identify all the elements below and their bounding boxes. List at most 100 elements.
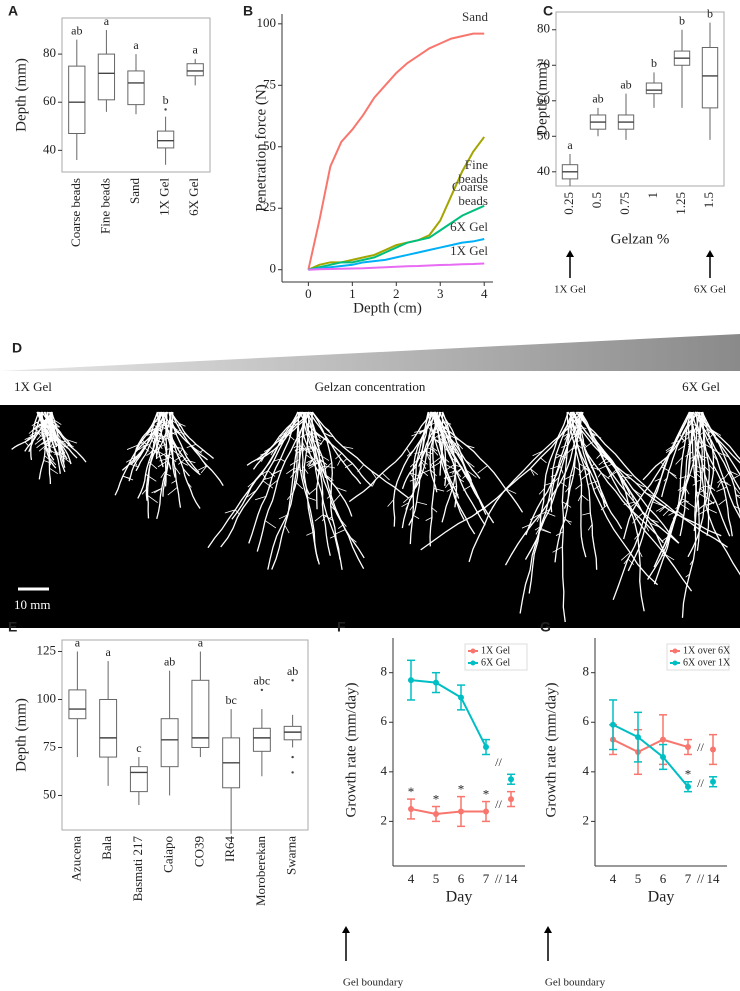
lateral-root [443, 464, 455, 472]
lateral-root [459, 478, 465, 483]
root [305, 411, 331, 556]
axis-title: Growth rate (mm/day) [343, 683, 359, 818]
point [483, 744, 489, 751]
lateral-root [598, 457, 608, 466]
root [691, 411, 733, 537]
panel-border [61, 17, 211, 173]
panel-letter: E [8, 619, 17, 635]
point [660, 736, 666, 743]
lateral-root [477, 465, 488, 474]
lateral-root [128, 463, 139, 468]
box [191, 679, 210, 748]
box [68, 689, 87, 720]
box [99, 698, 118, 758]
root [569, 411, 664, 544]
y-tick-label: 8 [381, 664, 388, 679]
lateral-root [125, 455, 138, 463]
lateral-root [37, 432, 42, 437]
root [170, 411, 224, 487]
lateral-root [403, 494, 413, 503]
significance-star: * [458, 782, 465, 797]
y-tick-label: 6 [583, 713, 590, 728]
line-break: // [697, 740, 704, 754]
root [681, 411, 697, 618]
significance-letter: c [136, 741, 141, 755]
lateral-root [264, 448, 270, 452]
lateral-root [430, 446, 438, 452]
lateral-root [322, 437, 328, 441]
lateral-root [587, 524, 593, 531]
lateral-root [449, 434, 459, 441]
significance-star: * [433, 792, 440, 807]
lateral-root [417, 438, 422, 445]
root [114, 411, 163, 496]
lateral-root [286, 492, 294, 500]
lateral-root [409, 505, 414, 511]
lateral-root [182, 448, 188, 456]
significance-letter: a [105, 645, 111, 659]
lateral-root [426, 452, 430, 461]
significance-letter: a [198, 635, 204, 649]
significance-letter: a [133, 38, 139, 52]
root [702, 411, 715, 536]
x-tick-label: 0.5 [589, 192, 604, 208]
root [11, 411, 53, 450]
lateral-root [155, 430, 165, 438]
lateral-root [290, 469, 298, 478]
lateral-root [627, 558, 634, 565]
lateral-root [412, 514, 420, 520]
lateral-root [697, 508, 709, 516]
significance-letter: bc [225, 693, 236, 707]
root [170, 411, 214, 460]
lateral-root [564, 433, 569, 441]
lateral-root [712, 449, 723, 456]
root [246, 411, 303, 466]
lateral-root [58, 450, 66, 458]
lateral-root [456, 460, 463, 468]
lateral-root [584, 441, 594, 449]
lateral-root [174, 466, 181, 475]
concentration-wedge [0, 334, 740, 371]
arrow-label: 6X Gel [694, 284, 726, 296]
x-tick-label: 0 [305, 286, 312, 301]
root [580, 411, 680, 544]
lateral-root [662, 509, 670, 516]
outlier [291, 771, 294, 774]
lateral-root [446, 474, 456, 479]
lateral-root [532, 450, 544, 457]
lateral-root [555, 531, 564, 536]
lateral-root [688, 441, 693, 448]
root [159, 411, 176, 478]
lateral-root [649, 465, 657, 473]
y-tick-label: 6 [381, 713, 388, 728]
lateral-root [654, 478, 661, 482]
lateral-root [462, 484, 473, 491]
axis-title: Depth (mm) [13, 58, 29, 132]
lateral-root [600, 453, 610, 458]
lateral-root [343, 458, 348, 463]
lateral-root [411, 433, 417, 437]
lateral-root [556, 453, 568, 459]
lateral-root [323, 426, 330, 432]
lateral-root [689, 559, 694, 565]
lateral-root [571, 433, 578, 440]
lateral-root [66, 439, 78, 444]
root [348, 411, 432, 503]
y-tick-label: 2 [381, 812, 388, 827]
panel-letter: B [243, 3, 253, 19]
lateral-root [729, 470, 738, 476]
lateral-root [342, 446, 354, 449]
point [458, 808, 464, 815]
lateral-root [632, 488, 643, 497]
root [692, 411, 740, 517]
lateral-root [723, 471, 731, 480]
lateral-root [635, 512, 644, 519]
lateral-root [337, 524, 344, 529]
lateral-root [464, 459, 475, 468]
lateral-root [57, 432, 61, 439]
lateral-root [193, 447, 202, 454]
lateral-root [434, 439, 443, 446]
lateral-root [126, 444, 139, 450]
axis-title: Depth (cm) [353, 300, 422, 316]
lateral-root [668, 510, 678, 516]
